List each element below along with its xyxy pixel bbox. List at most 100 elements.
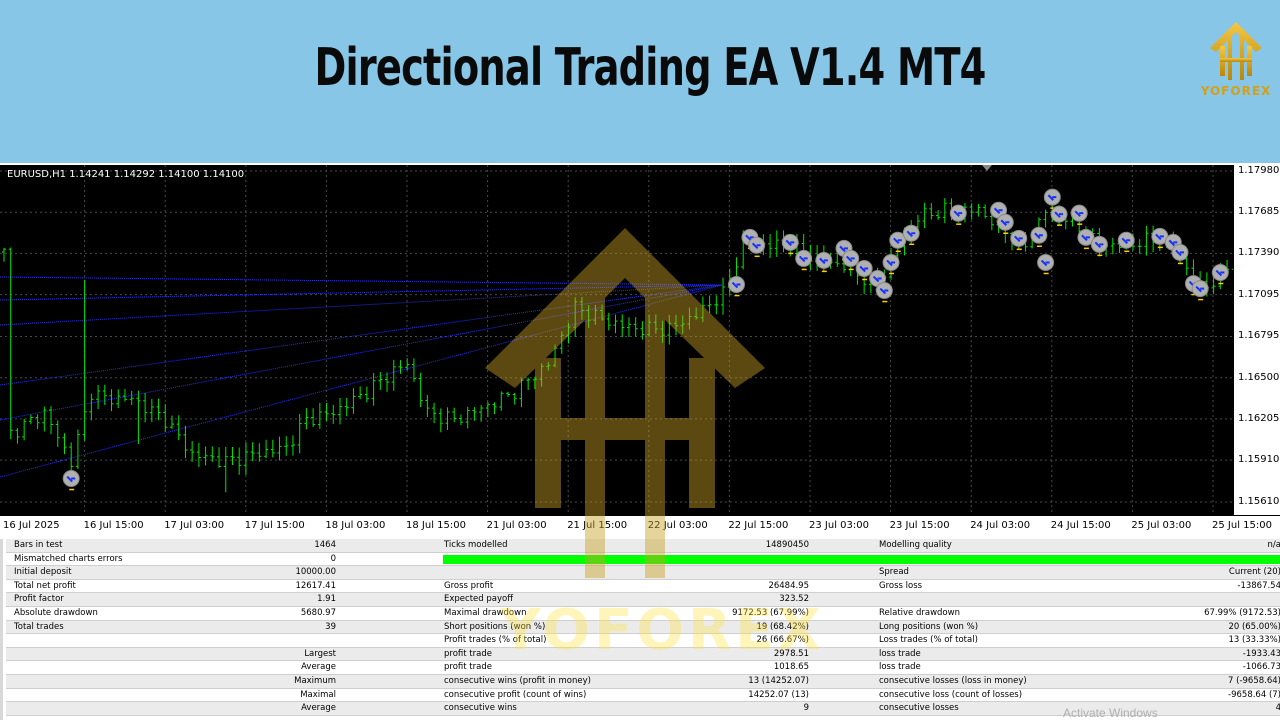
report-label: Expected payoff (444, 594, 514, 605)
trade-arrow-icon (1054, 211, 1064, 218)
report-value: 9 (803, 703, 809, 714)
time-tick: 21 Jul 03:00 (486, 520, 547, 531)
report-row: Initial deposit 10000.00 Spread Current (20… (6, 566, 1280, 580)
report-row: Profit factor 1.91 Expected payoff 323.52 (6, 593, 1280, 607)
time-tick: 24 Jul 15:00 (1050, 520, 1111, 531)
trade-line (0, 284, 723, 326)
price-tick: 1.17980 (1238, 165, 1280, 176)
price-tick: 1.16795 (1238, 330, 1280, 342)
report-value: 323.52 (779, 594, 809, 605)
trade-arrow-icon (1215, 269, 1225, 277)
trade-arrow-icon (798, 255, 808, 263)
price-tick: 1.15610 (1238, 495, 1280, 507)
report-row: Profit trades (% of total) 26 (66.67%) Los… (6, 634, 1280, 648)
report-value: 19 (68.42%) (756, 621, 809, 632)
symbol-info: EURUSD,H1 1.14241 1.14292 1.14100 1.1410… (7, 169, 245, 180)
time-tick: 16 Jul 15:00 (83, 520, 144, 531)
logo-text: YOFOREX (1200, 84, 1272, 98)
trade-arrow-icon (66, 475, 76, 483)
page-title: Directional Trading EA V1.4 MT4 (314, 38, 986, 98)
report-value: 9172.53 (67.99%) (732, 608, 809, 618)
report-value: Maximal (300, 689, 336, 700)
report-value: 4 (1275, 703, 1280, 714)
report-value: 14890450 (765, 540, 809, 550)
trade-arrow-icon (1195, 285, 1205, 293)
time-tick: 25 Jul 15:00 (1212, 520, 1272, 531)
report-row: Absolute drawdown 5680.97 Maximal drawdown… (6, 607, 1280, 621)
report-row: Largest profit trade 2978.51 loss trade -193… (6, 647, 1280, 662)
report-label: Profit factor (14, 594, 64, 605)
time-axis[interactable]: 16 Jul 2025 16 Jul 15:00 17 Jul 03:00 17 Ju… (0, 515, 1280, 537)
report-label: Loss trades (% of total) (879, 635, 978, 646)
trade-arrow-icon (993, 207, 1003, 214)
trade-arrow-icon (846, 255, 855, 263)
report-value: 13 (33.33%) (1228, 635, 1280, 646)
report-label: Maximal drawdown (444, 608, 527, 618)
report-label: consecutive losses (879, 703, 959, 714)
report-label: Profit trades (% of total) (444, 635, 547, 646)
report-label: Total trades (14, 621, 64, 632)
report-value: 26484.95 (768, 580, 809, 591)
report-value: -1933.43 (1242, 648, 1280, 659)
trade-arrow-icon (872, 275, 882, 283)
time-tick: 18 Jul 03:00 (325, 520, 386, 531)
modelling-quality-bar (443, 554, 1280, 564)
price-tick: 1.16500 (1238, 371, 1280, 383)
report-row: Maximum consecutive wins (profit in money… (6, 675, 1280, 689)
yoforex-logo: YOFOREX (1196, 18, 1276, 104)
time-tick: 24 Jul 03:00 (970, 520, 1031, 531)
report-value: 20 (65.00%) (1228, 621, 1280, 632)
report-label: Mismatched charts errors (14, 553, 123, 564)
report-value: Average (301, 703, 336, 714)
trade-arrow-icon (731, 281, 741, 289)
report-label: consecutive profit (count of wins) (444, 689, 587, 700)
time-tick: 16 Jul 2025 (3, 520, 60, 531)
report-label: loss trade (879, 648, 921, 659)
report-value: 2978.51 (773, 648, 809, 659)
trade-arrow-icon (785, 239, 795, 247)
report-value: 1018.65 (773, 662, 809, 673)
report-value: 7 (-9658.64) (1228, 676, 1280, 686)
time-tick: 22 Jul 03:00 (647, 520, 708, 531)
report-label: Long positions (won %) (879, 621, 979, 632)
report-label: profit trade (444, 648, 492, 659)
price-axis[interactable]: 1.17980 1.17685 1.17390 1.17095 1.16795 1.165… (1233, 165, 1280, 515)
chart-canvas (0, 165, 1233, 515)
trade-arrow-icon (1040, 259, 1050, 267)
price-tick: 1.17685 (1238, 206, 1280, 218)
report-label: Total net profit (14, 580, 76, 591)
trade-arrow-icon (859, 265, 869, 273)
time-tick: 22 Jul 15:00 (728, 520, 789, 531)
trade-arrow-icon (1168, 239, 1178, 247)
trade-arrow-icon (1034, 232, 1043, 239)
chart-shift-icon (982, 165, 992, 171)
trade-arrow-icon (1081, 234, 1090, 242)
trade-line (0, 284, 723, 386)
report-label: loss trade (879, 662, 921, 673)
price-tick: 1.15910 (1238, 454, 1280, 466)
trade-arrow-icon (953, 210, 963, 217)
report-value: -13867.54 (1237, 580, 1280, 591)
trade-arrow-icon (751, 242, 761, 250)
report-label: Gross loss (879, 580, 923, 591)
trade-line (0, 284, 723, 421)
report-value: 0 (330, 553, 336, 564)
trade-arrow-icon (839, 245, 848, 253)
report-row: Average profit trade 1018.65 loss trade -106… (6, 661, 1280, 675)
trade-arrow-icon (906, 230, 916, 237)
price-chart[interactable]: EURUSD,H1 1.14241 1.14292 1.14100 1.1410… (0, 165, 1280, 537)
report-row: Bars in test 1464 Ticks modelled 14890450 Mo… (6, 539, 1280, 553)
trade-arrow-icon (819, 257, 828, 265)
report-label: consecutive wins (444, 703, 517, 714)
report-value: 1464 (314, 540, 336, 550)
trade-arrow-icon (879, 287, 889, 295)
report-label: Relative drawdown (879, 608, 960, 618)
time-tick: 18 Jul 15:00 (406, 520, 466, 531)
report-label: Short positions (won %) (444, 621, 546, 632)
report-label: Gross profit (444, 580, 494, 591)
time-tick: 25 Jul 03:00 (1131, 520, 1192, 531)
report-label: consecutive losses (loss in money) (879, 676, 1027, 686)
report-value: Maximum (294, 676, 336, 686)
trade-arrow-icon (886, 259, 896, 267)
trade-line (0, 284, 723, 301)
